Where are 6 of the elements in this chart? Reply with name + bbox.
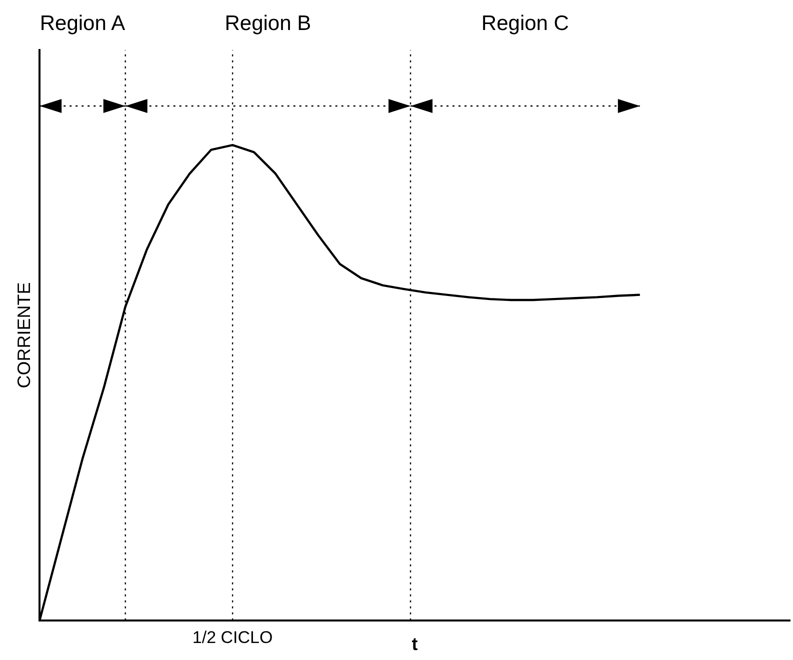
y-axis-title: CORRIENTE [14,282,34,388]
text: Region B [224,12,312,36]
x-axis-title: t [412,634,418,654]
text: 1/2 CICLO [192,628,273,648]
text: Region A [40,12,126,36]
text: Region C [481,12,569,36]
